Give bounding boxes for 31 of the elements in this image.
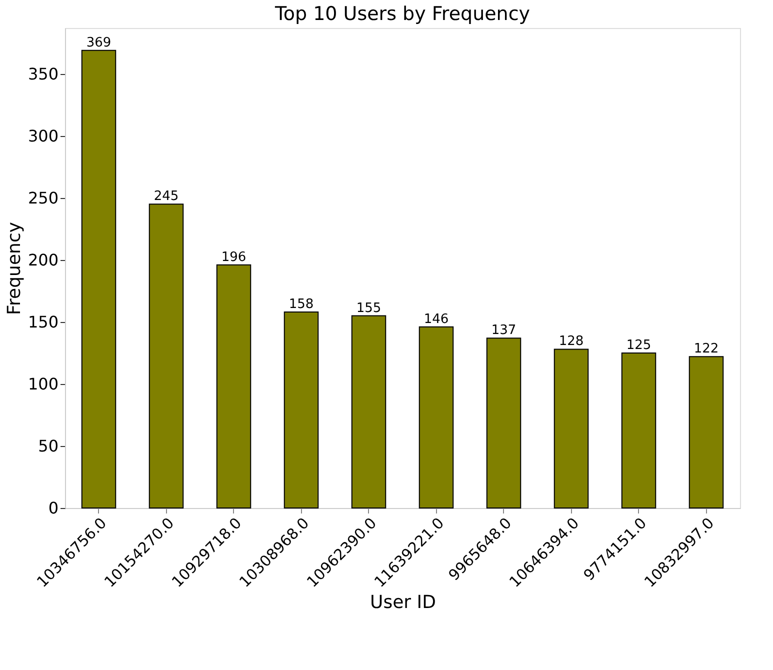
- y-axis-title: Frequency: [4, 222, 25, 315]
- bar: [284, 312, 319, 508]
- chart-title: Top 10 Users by Frequency: [274, 3, 530, 25]
- y-tick-label: 50: [38, 436, 58, 456]
- y-tick-label: 200: [28, 250, 58, 270]
- y-tick-label: 0: [48, 498, 58, 518]
- data-label: 137: [491, 323, 516, 338]
- bar: [486, 338, 522, 508]
- bar: [554, 348, 589, 508]
- x-axis-title: User ID: [370, 592, 436, 614]
- data-label: 128: [558, 334, 584, 350]
- data-label: 196: [221, 250, 246, 265]
- y-tick-label: 300: [28, 126, 58, 146]
- bar: [216, 264, 252, 508]
- data-label: 369: [86, 35, 112, 50]
- bar: [621, 352, 656, 508]
- bar: [81, 50, 116, 508]
- y-tick-label: 100: [28, 374, 58, 394]
- bar: [351, 315, 386, 508]
- y-tick-label: 350: [28, 64, 58, 84]
- bar: [148, 204, 184, 508]
- y-tick-label: 150: [28, 312, 58, 332]
- bar: [418, 326, 454, 508]
- data-label: 158: [288, 297, 314, 312]
- bar: [688, 356, 724, 508]
- data-label: 146: [424, 312, 449, 327]
- data-label: 122: [694, 342, 719, 357]
- data-label: 125: [626, 338, 652, 353]
- data-label: 245: [154, 189, 179, 204]
- data-label: 155: [356, 300, 382, 316]
- y-tick-label: 250: [28, 188, 58, 208]
